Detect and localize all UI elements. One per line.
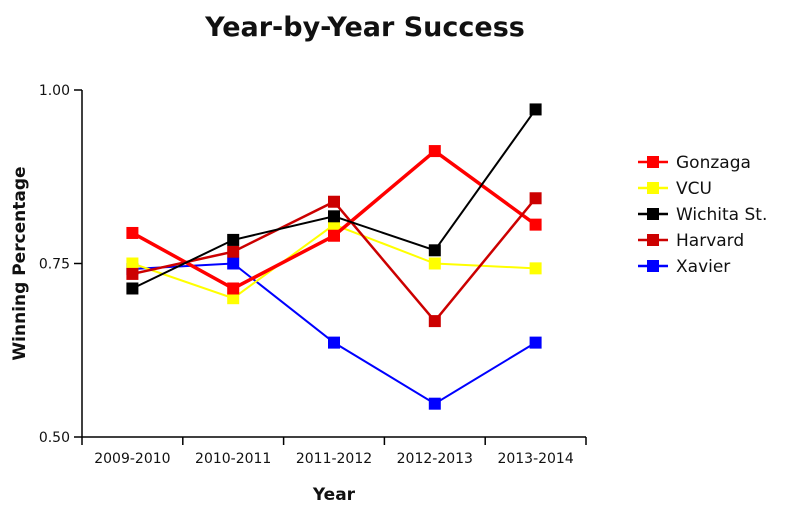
- chart-title: Year-by-Year Success: [205, 12, 525, 43]
- legend-swatch-marker: [647, 208, 659, 220]
- data-point: [227, 282, 240, 295]
- legend-label: Gonzaga: [676, 153, 751, 173]
- data-point: [428, 145, 441, 158]
- series-layer: [126, 103, 542, 410]
- data-point: [328, 229, 340, 242]
- y-tick-label: 0.75: [39, 257, 70, 273]
- data-point: [227, 233, 240, 246]
- x-tick-label: 2010-2011: [195, 451, 271, 467]
- axes: 0.50 0.75 1.00 2009-2010 2010-2011 2011-2012 2…: [10, 83, 587, 505]
- x-tick-label: 2011-2012: [296, 451, 372, 467]
- series-wichita-st-: [126, 103, 542, 295]
- series-vcu: [126, 218, 542, 305]
- data-point: [529, 103, 542, 116]
- data-point: [328, 210, 340, 223]
- data-point: [529, 218, 542, 231]
- x-tick-label: 2012-2013: [397, 451, 473, 467]
- data-point: [529, 192, 542, 205]
- x-tick-label: 2009-2010: [94, 451, 170, 467]
- x-axis-title: Year: [312, 485, 356, 505]
- data-point: [126, 282, 139, 295]
- data-point: [428, 315, 441, 328]
- data-point: [529, 262, 542, 275]
- data-point: [529, 336, 542, 349]
- legend-swatch-marker: [647, 234, 659, 246]
- data-point: [428, 397, 441, 410]
- x-tick-label: 2013-2014: [497, 451, 573, 467]
- data-point: [126, 257, 139, 270]
- legend-label: Xavier: [676, 257, 730, 277]
- series-xavier: [126, 257, 542, 410]
- legend-label: Wichita St.: [676, 205, 767, 225]
- legend-label: VCU: [676, 179, 712, 199]
- data-point: [126, 226, 139, 239]
- data-point: [328, 195, 340, 208]
- y-tick-label: 0.50: [39, 430, 70, 446]
- y-axis-title: Winning Percentage: [10, 166, 30, 360]
- data-point: [126, 267, 139, 280]
- data-point: [227, 292, 240, 305]
- legend-label: Harvard: [676, 231, 744, 251]
- data-point: [428, 244, 441, 257]
- legend-swatch-marker: [647, 182, 659, 194]
- legend-swatch-marker: [647, 156, 659, 168]
- series-harvard: [126, 192, 542, 328]
- data-point: [328, 336, 340, 349]
- legend-swatch-marker: [647, 260, 659, 272]
- legend: Gonzaga VCU Wichita St. Harvard Xavier: [638, 153, 767, 277]
- data-point: [227, 245, 240, 258]
- y-tick-label: 1.00: [39, 83, 70, 99]
- series-gonzaga: [126, 145, 542, 295]
- data-point: [428, 257, 441, 270]
- data-point: [227, 257, 240, 270]
